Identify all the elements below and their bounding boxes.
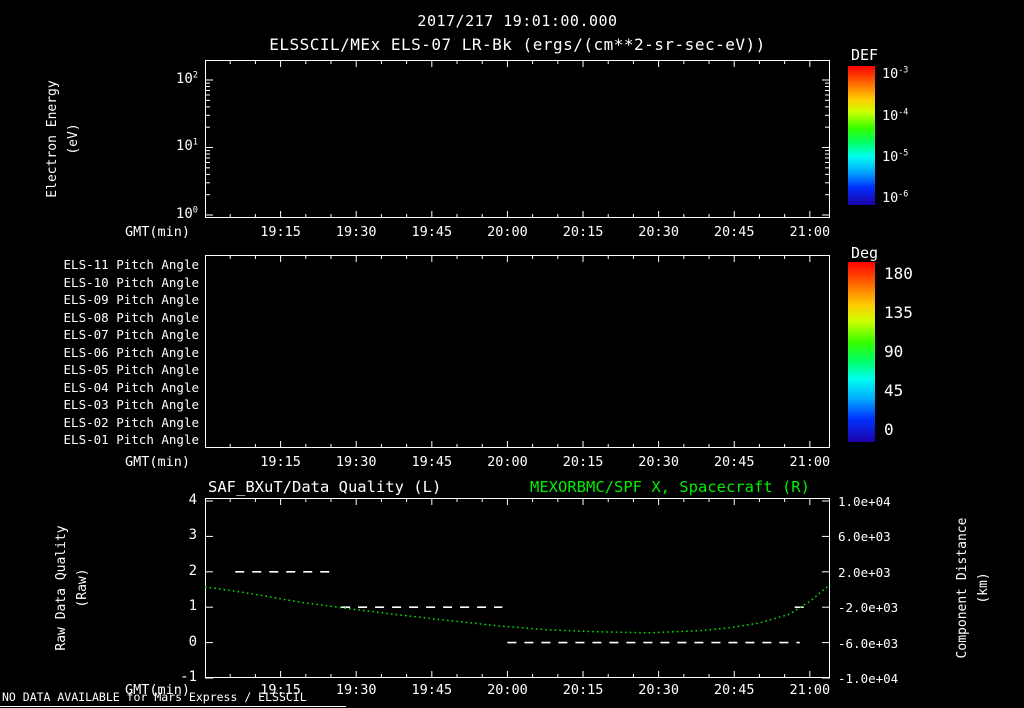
x-tick-label: 20:15 <box>562 224 604 240</box>
pitch-row-label: ELS-07 Pitch Angle <box>63 327 199 343</box>
pitch-row-label: ELS-05 Pitch Angle <box>63 362 199 378</box>
distance-y-tick: -2.0e+03 <box>838 600 899 615</box>
distance-y-tick: -1.0e+04 <box>838 671 899 686</box>
distance-y-tick: -6.0e+03 <box>838 636 899 651</box>
no-data-message: NO DATA AVAILABLE for Mars Express / ELS… <box>0 691 346 707</box>
x-tick-label: 19:15 <box>260 454 301 470</box>
distance-y-tick: 6.0e+03 <box>838 529 891 544</box>
energy-axis-label-line2: (eV) <box>66 123 81 155</box>
quality-y-tick: 4 <box>188 492 197 508</box>
x-tick-label: 20:00 <box>487 682 528 698</box>
quality-y-tick: -1 <box>180 669 197 685</box>
pitch-row-labels: ELS-11 Pitch Angle ELS-10 Pitch Angle EL… <box>0 256 199 449</box>
pitch-angle-panel <box>205 255 830 448</box>
x-tick-label: 19:45 <box>411 454 453 470</box>
x-tick-label: 20:15 <box>562 454 604 470</box>
x-tick-label: 20:30 <box>638 224 679 240</box>
distance-axis-label-line1: Component Distance <box>955 517 970 659</box>
quality-right-title: MEXORBMC/SPF X, Spacecraft (R) <box>530 478 810 496</box>
colorbar-deg-tick: 0 <box>884 420 894 439</box>
x-tick-label: 19:30 <box>335 224 377 240</box>
x-tick-label: 19:30 <box>335 454 377 470</box>
quality-y-tick: 3 <box>188 527 197 543</box>
pitch-row-label: ELS-09 Pitch Angle <box>63 292 199 308</box>
x-tick-label: 21:00 <box>789 454 831 470</box>
energy-spectrogram-panel <box>205 60 830 218</box>
colorbar-def-tick: 10-3 <box>882 64 909 82</box>
colorbar-def-tick: 10-6 <box>882 188 909 206</box>
quality-axis-label-line1: Raw Data Quality <box>54 525 69 651</box>
colorbar-deg-tick: 180 <box>884 264 913 283</box>
x-tick-label: 19:15 <box>260 682 301 698</box>
plot-title: ELSSCIL/MEx ELS-07 LR-Bk (ergs/(cm**2-sr… <box>269 35 766 54</box>
pitch-row-label: ELS-10 Pitch Angle <box>63 274 199 290</box>
x-tick-label: 20:30 <box>638 454 679 470</box>
energy-axis-label: Electron Energy (eV) <box>42 80 84 197</box>
distance-axis-label-line2: (km) <box>976 572 991 604</box>
colorbar-def-tick: 10-4 <box>882 106 909 124</box>
x-ticks-row-energy: 19:15 19:30 19:45 20:00 20:15 20:30 20:45 21:00 <box>205 224 830 242</box>
colorbar-def-tick: 10-5 <box>882 147 909 165</box>
x-axis-label: GMT(min) <box>124 682 190 698</box>
x-tick-label: 19:30 <box>335 682 377 698</box>
pitch-row-label: ELS-06 Pitch Angle <box>63 344 199 360</box>
distance-y-tick: 2.0e+03 <box>838 565 891 580</box>
energy-axis-label-line1: Electron Energy <box>45 80 60 198</box>
colorbar-def <box>848 66 875 205</box>
x-tick-label: 21:00 <box>789 682 831 698</box>
x-tick-label: 20:00 <box>487 224 528 240</box>
x-tick-label: 20:15 <box>562 682 604 698</box>
x-tick-label: 20:45 <box>713 454 755 470</box>
timestamp: 2017/217 19:01:00.000 <box>417 12 618 30</box>
energy-y-tick: 100 <box>175 205 198 222</box>
x-ticks-row-pitch: 19:15 19:30 19:45 20:00 20:15 20:30 20:45 21:00 <box>205 454 830 472</box>
quality-axis-label-line2: (Raw) <box>75 568 90 608</box>
quality-axis-label: Raw Data Quality (Raw) <box>51 525 93 650</box>
distance-y-tick: 1.0e+04 <box>838 494 891 509</box>
colorbar-def-title: DEF <box>851 46 879 64</box>
pitch-row-label: ELS-08 Pitch Angle <box>63 309 199 325</box>
x-axis-label: GMT(min) <box>124 454 190 470</box>
quality-y-tick: 2 <box>188 563 197 579</box>
x-tick-label: 20:45 <box>713 224 755 240</box>
colorbar-deg-tick: 135 <box>884 303 913 322</box>
x-tick-label: 20:30 <box>638 682 679 698</box>
pitch-row-label: ELS-11 Pitch Angle <box>63 257 199 272</box>
x-tick-label: 19:45 <box>411 224 453 240</box>
quality-distance-panel <box>205 498 830 678</box>
pitch-row-label: ELS-01 Pitch Angle <box>63 432 199 448</box>
x-ticks-row-quality: 19:15 19:30 19:45 20:00 20:15 20:30 20:45 21:00 <box>205 682 830 700</box>
x-tick-label: 20:00 <box>487 454 528 470</box>
energy-y-tick: 102 <box>175 70 198 87</box>
x-tick-label: 19:15 <box>260 224 301 240</box>
x-axis-label: GMT(min) <box>124 224 190 240</box>
x-tick-label: 21:00 <box>789 224 831 240</box>
energy-y-tick: 101 <box>175 137 198 154</box>
pitch-row-label: ELS-04 Pitch Angle <box>63 379 199 395</box>
pitch-row-label: ELS-03 Pitch Angle <box>63 397 199 413</box>
colorbar-deg <box>848 262 875 442</box>
pitch-row-label: ELS-02 Pitch Angle <box>63 414 199 430</box>
quality-y-tick: 1 <box>188 598 197 614</box>
colorbar-deg-tick: 90 <box>884 342 904 361</box>
x-tick-label: 20:45 <box>713 682 755 698</box>
quality-left-title: SAF_BXuT/Data Quality (L) <box>208 478 442 496</box>
quality-y-tick: 0 <box>188 634 197 650</box>
distance-axis-label: Component Distance (km) <box>952 518 994 659</box>
colorbar-deg-title: Deg <box>851 244 879 262</box>
colorbar-deg-tick: 45 <box>884 381 904 400</box>
x-tick-label: 19:45 <box>411 682 453 698</box>
